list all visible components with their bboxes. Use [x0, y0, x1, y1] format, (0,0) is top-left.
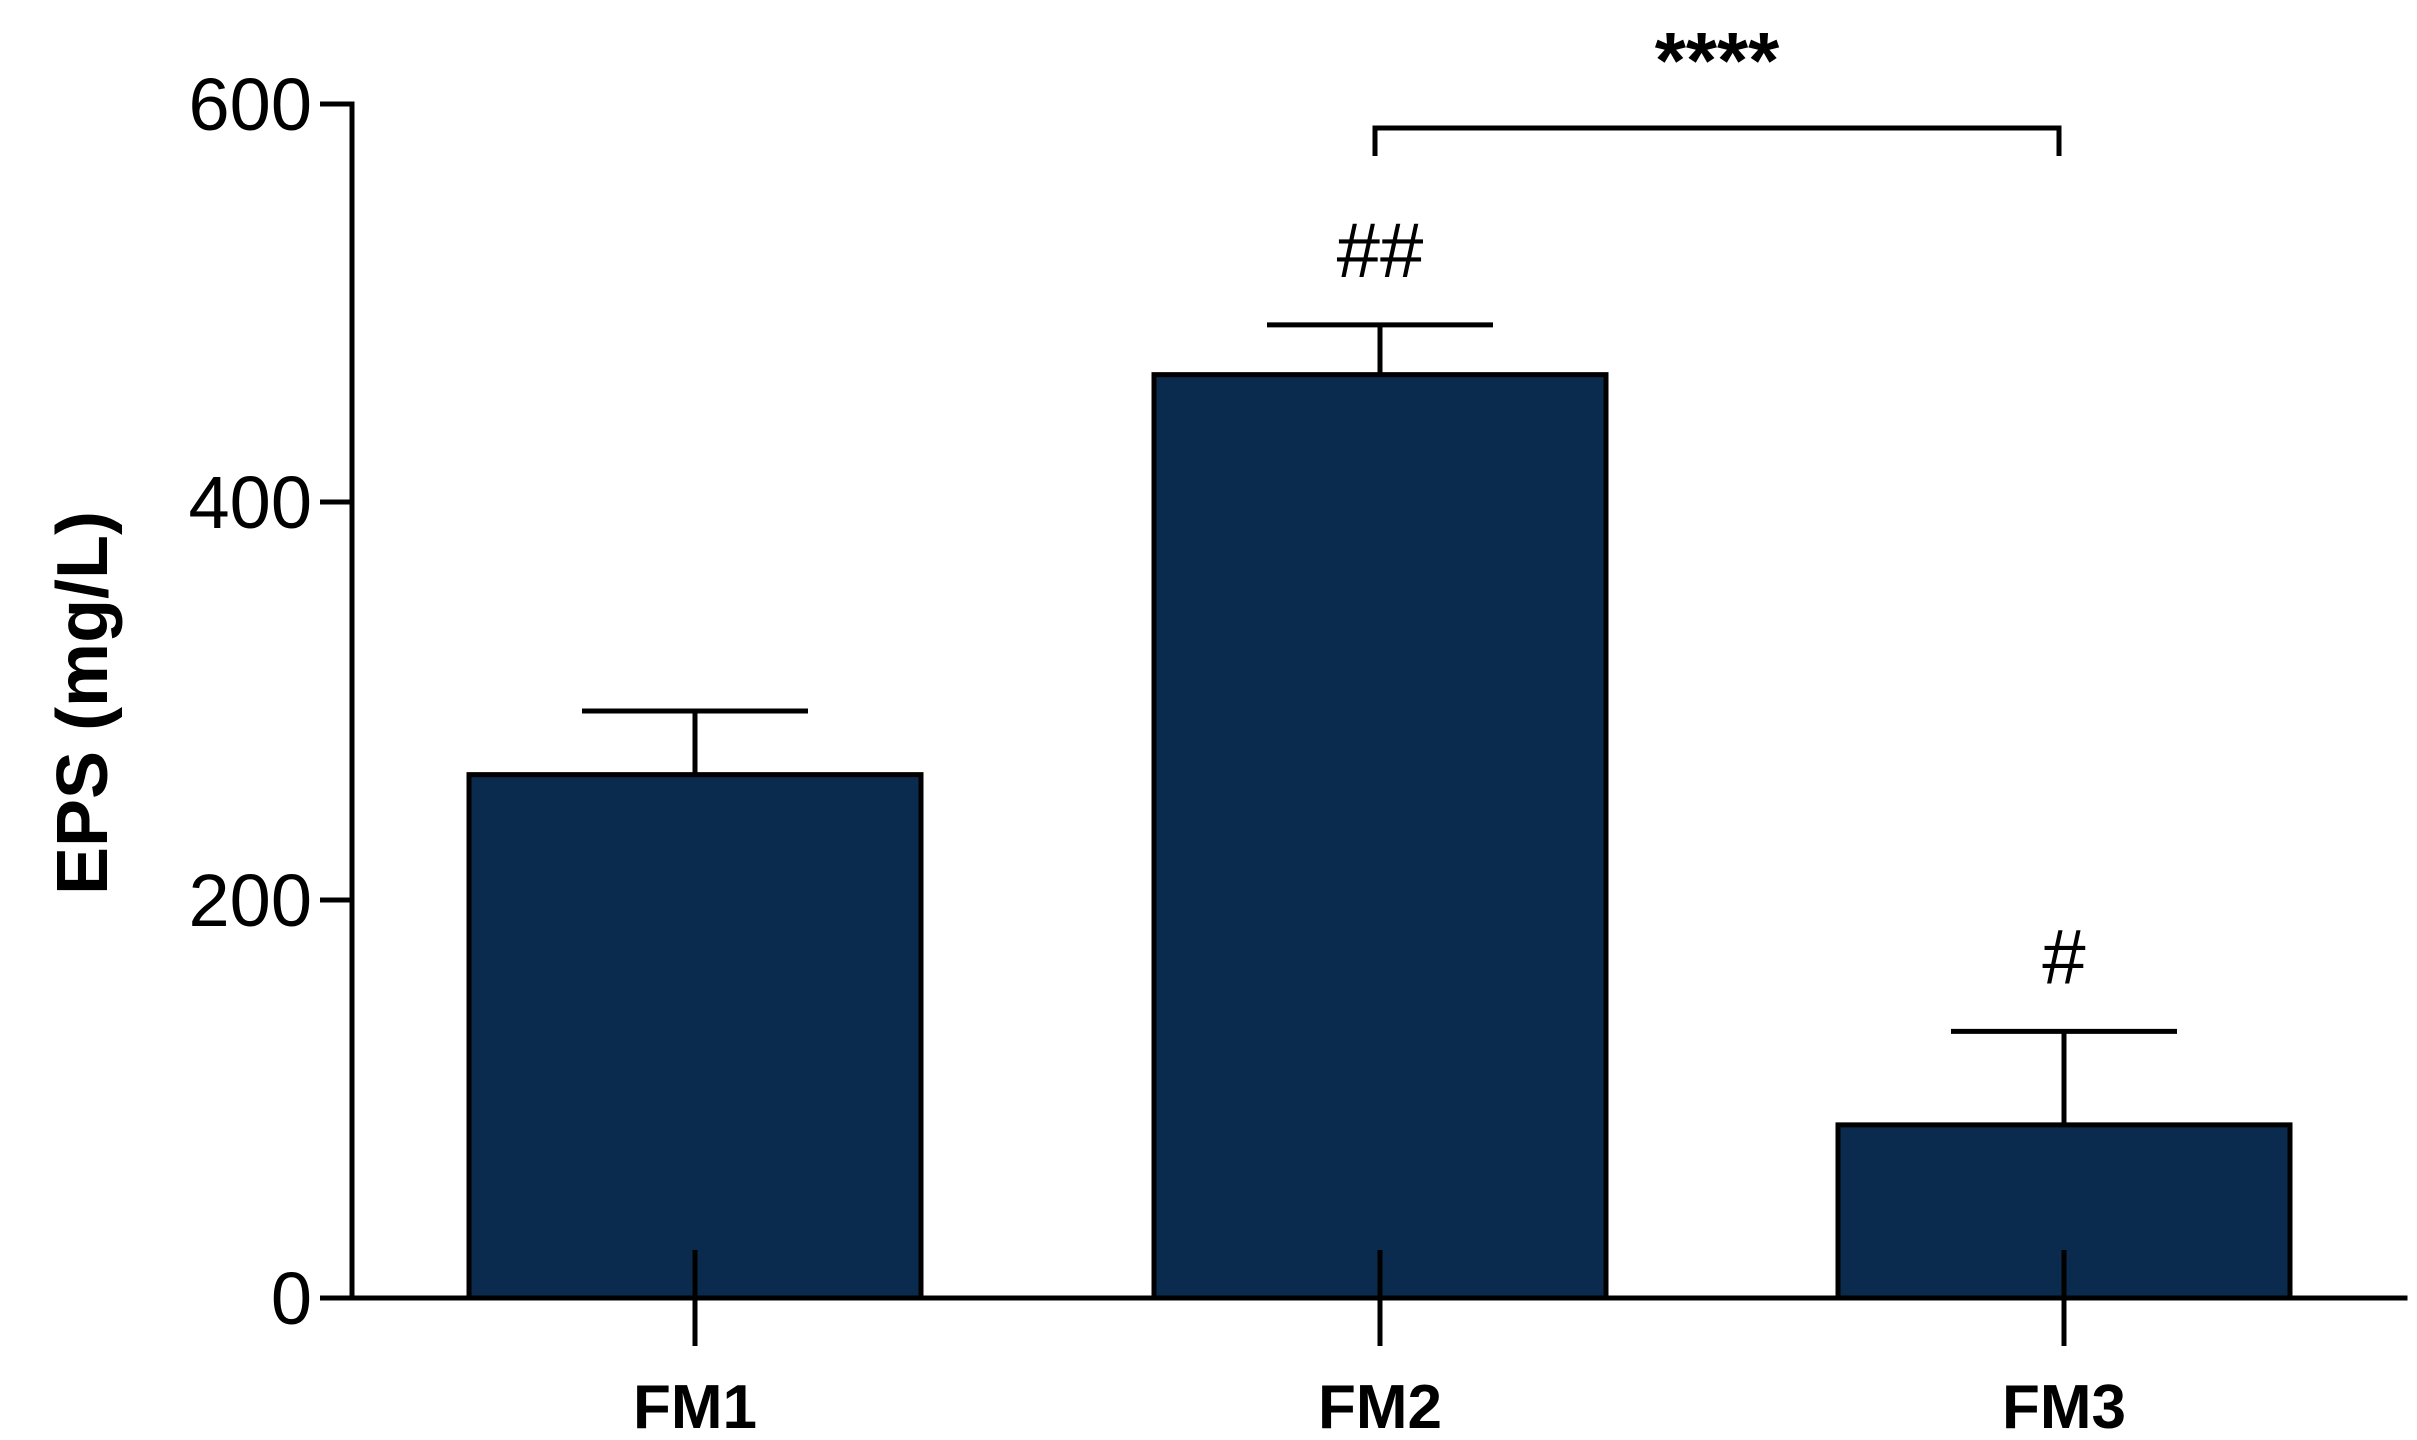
- bars-group: [466, 372, 2293, 1301]
- bar-annotation: ##: [1337, 206, 1424, 294]
- annotations-group: ###: [1337, 206, 2086, 1000]
- significance-bracket: [1372, 125, 2062, 156]
- bar-annotation: #: [2042, 912, 2085, 1000]
- y-tick-label: 0: [271, 1257, 312, 1340]
- x-tick-label: FM1: [633, 1373, 757, 1440]
- bar-fm2: [1151, 372, 1609, 1301]
- significance-group: ****: [1372, 16, 2062, 156]
- y-axis: 0 200 400 600: [189, 63, 352, 1340]
- y-axis-label: EPS (mg/L): [43, 511, 123, 895]
- bar-fm1: [466, 772, 924, 1301]
- x-tick-label: FM3: [2002, 1373, 2126, 1440]
- y-tick-label: 600: [189, 63, 312, 146]
- significance-label: ****: [1655, 16, 1780, 105]
- y-tick-label: 400: [189, 461, 312, 544]
- error-bars-group: [582, 322, 2177, 1125]
- x-tick-label: FM2: [1318, 1373, 1442, 1440]
- x-ticks-group: FM1 FM2 FM3: [633, 1250, 2126, 1440]
- y-tick-label: 200: [189, 859, 312, 942]
